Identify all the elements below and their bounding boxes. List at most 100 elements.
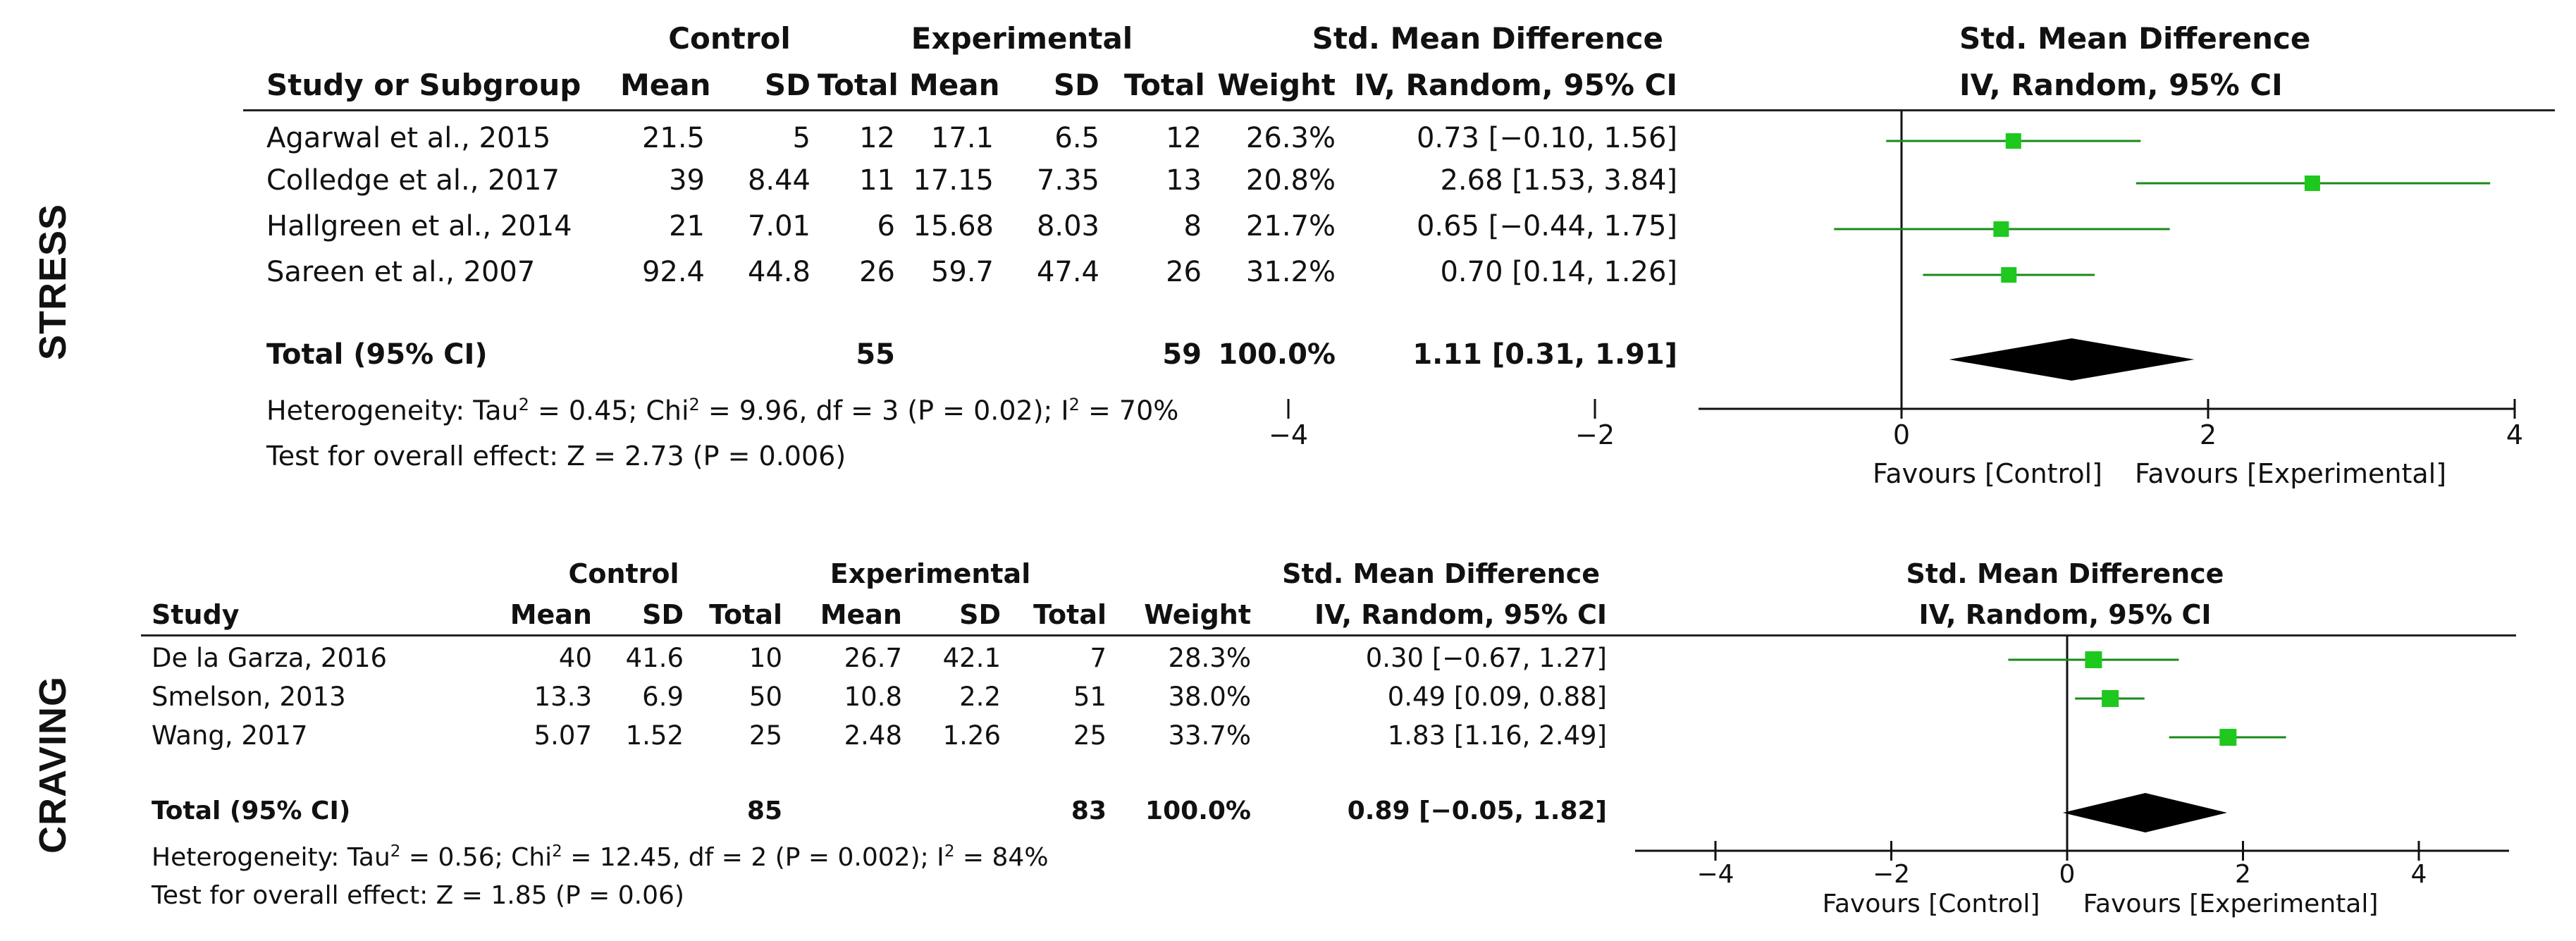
stress-forest-plot: −4 −2 0 2 4 <box>1269 111 2523 450</box>
stress-row-3-e-sd: 8.03 <box>1036 210 1099 242</box>
craving-total-control: 85 <box>746 797 782 825</box>
craving-row-1-e-mean: 26.7 <box>844 643 902 673</box>
stress-row-4-study: Sareen et al., 2007 <box>266 256 536 288</box>
stress-row-2-ci-text: 2.68 [1.53, 3.84] <box>1440 164 1677 197</box>
craving-row-2-study: Smelson, 2013 <box>152 682 346 712</box>
craving-row-3-e-total: 25 <box>1073 720 1107 751</box>
stress-header-rule <box>243 109 2555 111</box>
stress-tick-label-2: 0 <box>1893 419 1910 450</box>
stress-row-1-c-mean: 21.5 <box>641 122 705 154</box>
stress-overall-effect: Test for overall effect: Z = 2.73 (P = 0… <box>266 441 846 472</box>
stress-row-4-e-sd: 47.4 <box>1036 256 1099 288</box>
craving-marker-2 <box>2102 690 2119 707</box>
stress-row-3-c-sd: 7.01 <box>747 210 811 242</box>
craving-header-control: Control <box>568 558 679 589</box>
stress-col-effect-method: IV, Random, 95% CI <box>1354 68 1677 102</box>
craving-col-experimental-total: Total <box>1033 599 1107 630</box>
craving-total-label: Total (95% CI) <box>152 797 351 825</box>
craving-row-3-c-mean: 5.07 <box>534 720 592 751</box>
stress-row-4-e-mean: 59.7 <box>930 256 994 288</box>
craving-header-rule <box>141 634 2516 636</box>
craving-row-1-study: De la Garza, 2016 <box>152 643 388 673</box>
craving-row-3-weight: 33.7% <box>1168 720 1251 751</box>
stress-col-control-total: Total <box>818 68 899 102</box>
stress-row-1-ci-text: 0.73 [−0.10, 1.56] <box>1416 122 1677 154</box>
craving-row-2-weight: 38.0% <box>1168 682 1251 712</box>
stress-pooled-diamond <box>1949 338 2195 381</box>
craving-col-weight: Weight <box>1144 599 1251 630</box>
stress-col-control-sd: SD <box>764 68 811 102</box>
craving-col-experimental-mean: Mean <box>820 599 902 630</box>
stress-col-experimental-sd: SD <box>1053 68 1099 102</box>
stress-row-3-weight: 21.7% <box>1245 210 1336 242</box>
craving-total-experimental: 83 <box>1071 797 1107 825</box>
stress-row-4-c-mean: 92.4 <box>641 256 705 288</box>
stress-tick-label-1: −2 <box>1575 419 1615 450</box>
stress-header-control: Control <box>668 21 791 56</box>
craving-total-weight: 100.0% <box>1145 797 1251 825</box>
craving-col-study: Study <box>152 599 240 630</box>
stress-row-1-e-total: 12 <box>1166 122 1202 154</box>
stress-row-2-e-total: 13 <box>1166 164 1202 197</box>
craving-row-3-e-sd: 1.26 <box>942 720 1001 751</box>
craving-col-control-sd: SD <box>642 599 684 630</box>
craving-total-ci: 0.89 [−0.05, 1.82] <box>1347 797 1607 825</box>
stress-row-1-weight: 26.3% <box>1245 122 1336 154</box>
craving-pooled-diamond <box>2062 793 2228 832</box>
stress-row-3-study: Hallgreen et al., 2014 <box>266 210 572 242</box>
stress-row-2-c-sd: 8.44 <box>747 164 811 197</box>
craving-row-2-e-mean: 10.8 <box>844 682 902 712</box>
craving-row-1-e-sd: 42.1 <box>942 643 1001 673</box>
stress-total-ci: 1.11 [0.31, 1.91] <box>1412 338 1677 371</box>
craving-row-2-e-total: 51 <box>1073 682 1107 712</box>
stress-col-study: Study or Subgroup <box>266 68 581 102</box>
craving-col-control-total: Total <box>709 599 782 630</box>
stress-row-2-e-mean: 17.15 <box>913 164 994 197</box>
stress-tick-label-0: −4 <box>1269 419 1308 450</box>
craving-favours-control: Favours [Control] <box>1822 890 2040 918</box>
stress-plot-method: IV, Random, 95% CI <box>1959 68 2283 102</box>
stress-row-3-e-total: 8 <box>1183 210 1202 242</box>
craving-row-1-ci-text: 0.30 [−0.67, 1.27] <box>1365 643 1607 673</box>
craving-row-2-c-total: 50 <box>748 682 782 712</box>
stress-marker-1 <box>2005 133 2021 149</box>
craving-tick-label-0: −4 <box>1696 860 1734 889</box>
craving-header-experimental: Experimental <box>830 558 1031 589</box>
stress-heterogeneity: Heterogeneity: Tau2 = 0.45; Chi2 = 9.96,… <box>266 395 1179 426</box>
stress-row-4-ci-text: 0.70 [0.14, 1.26] <box>1440 256 1677 288</box>
craving-row-2-e-sd: 2.2 <box>959 682 1001 712</box>
craving-overall-effect: Test for overall effect: Z = 1.85 (P = 0… <box>152 881 684 910</box>
stress-total-weight: 100.0% <box>1218 338 1336 371</box>
stress-row-1-e-mean: 17.1 <box>930 122 994 154</box>
stress-row-1-c-sd: 5 <box>792 122 811 154</box>
stress-row-1-e-sd: 6.5 <box>1054 122 1099 154</box>
craving-row-2-ci-text: 0.49 [0.09, 0.88] <box>1387 682 1607 712</box>
craving-row-3-e-mean: 2.48 <box>844 720 902 751</box>
stress-header-effect-title: Std. Mean Difference <box>1312 21 1663 56</box>
craving-header-effect-title: Std. Mean Difference <box>1282 558 1600 589</box>
craving-plot-method: IV, Random, 95% CI <box>1918 599 2212 630</box>
craving-forest-panel: CRAVING Control Experimental Std. Mean D… <box>0 522 2576 941</box>
stress-col-weight: Weight <box>1217 68 1336 102</box>
stress-row-2-study: Colledge et al., 2017 <box>266 164 560 197</box>
stress-favours-control: Favours [Control] <box>1873 458 2102 489</box>
stress-header-experimental: Experimental <box>911 21 1133 56</box>
craving-heterogeneity: Heterogeneity: Tau2 = 0.56; Chi2 = 12.45… <box>152 842 1049 872</box>
stress-row-1-study: Agarwal et al., 2015 <box>266 122 551 154</box>
stress-forest-panel: STRESS Control Experimental Std. Mean Di… <box>32 21 2555 489</box>
stress-row-3-ci-text: 0.65 [−0.44, 1.75] <box>1416 210 1677 242</box>
stress-favours-experimental: Favours [Experimental] <box>2134 458 2447 489</box>
stress-row-2-c-mean: 39 <box>669 164 705 197</box>
stress-tick-label-3: 2 <box>2200 419 2217 450</box>
stress-row-3-c-total: 6 <box>877 210 895 242</box>
stress-col-experimental-mean: Mean <box>909 68 1000 102</box>
craving-header-plot-title: Std. Mean Difference <box>1906 558 2224 589</box>
craving-marker-3 <box>2219 729 2237 746</box>
stress-row-2-weight: 20.8% <box>1245 164 1336 197</box>
craving-row-2-c-sd: 6.9 <box>642 682 684 712</box>
craving-col-experimental-sd: SD <box>959 599 1001 630</box>
stress-row-4-weight: 31.2% <box>1245 256 1336 288</box>
craving-row-1-c-mean: 40 <box>558 643 592 673</box>
craving-forest-plot: −4 −2 0 2 4 <box>1635 636 2509 889</box>
stress-row-3-c-mean: 21 <box>669 210 705 242</box>
